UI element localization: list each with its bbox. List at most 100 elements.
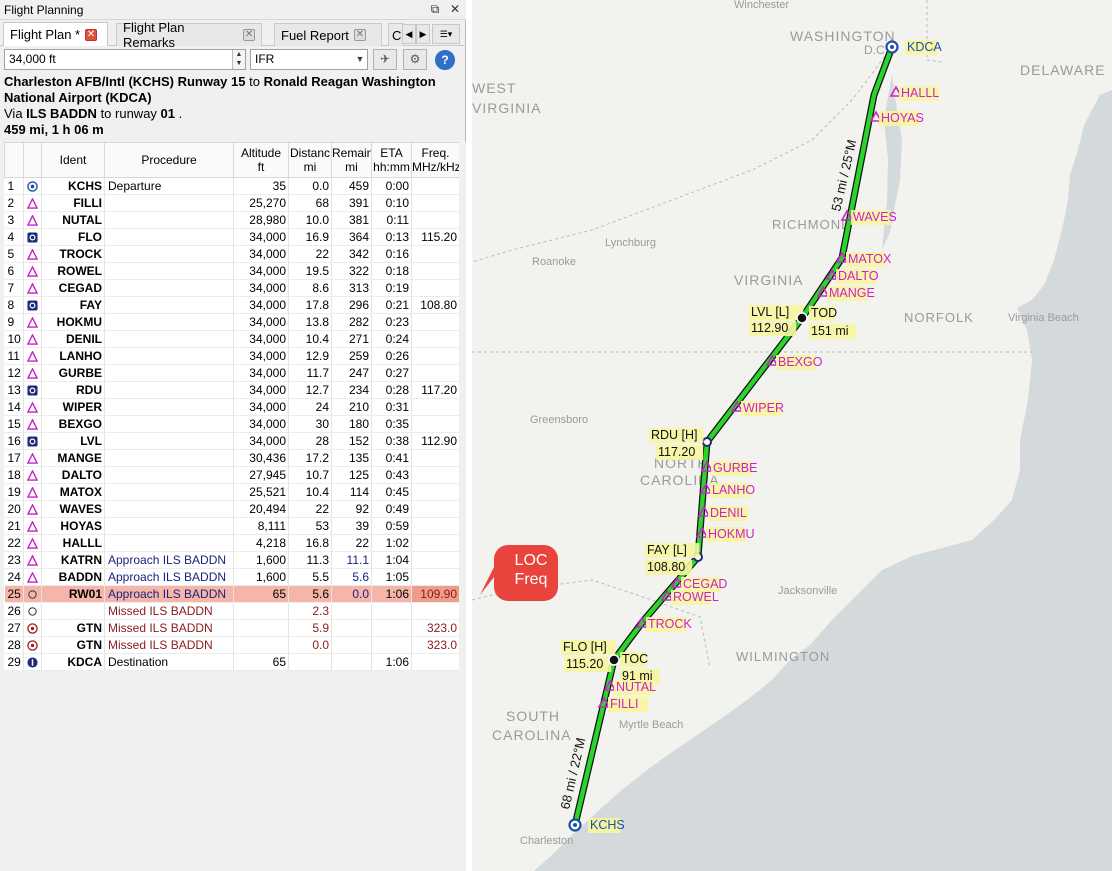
close-tab-icon[interactable]: ✕ xyxy=(85,28,98,41)
table-row[interactable]: 21 HOYAS 8,111 53 39 0:59 xyxy=(4,517,460,535)
table-row[interactable]: 8 FAY 34,000 17.8 296 0:21 108.80 xyxy=(4,296,460,314)
table-row[interactable]: 27 GTN Missed ILS BADDN 5.9 323.0 xyxy=(4,619,460,637)
waypoint-kdca[interactable]: KDCA xyxy=(885,40,943,55)
route-map[interactable]: Winchester WASHINGTON D.C. DELAWARE WEST… xyxy=(472,0,1112,871)
waypoint-lvl-freq[interactable]: 112.90 xyxy=(749,321,797,336)
table-row[interactable]: 12 GURBE 34,000 11.7 247 0:27 xyxy=(4,364,460,382)
float-window-icon[interactable]: ⧉ xyxy=(430,2,440,16)
distance-cell: 22 xyxy=(288,500,332,518)
flight-plan-table[interactable]: Ident Procedure Altitude ft Distanc mi Rem… xyxy=(4,142,460,671)
table-row[interactable]: 29 KDCA Destination 65 1:06 xyxy=(4,653,460,671)
waypoint-denil[interactable]: DENIL xyxy=(697,505,748,521)
waypoint-fay[interactable]: FAY [L] xyxy=(645,543,703,562)
col-remaining[interactable]: Remaininmi xyxy=(331,142,372,178)
flight-rules-select[interactable]: IFR ▼ xyxy=(250,49,368,70)
altitude-spinner[interactable]: ▲ ▼ xyxy=(232,50,245,69)
waypoint-waves[interactable]: WAVES xyxy=(840,209,897,225)
table-row[interactable]: 7 CEGAD 34,000 8.6 313 0:19 xyxy=(4,279,460,297)
table-row[interactable]: 5 TROCK 34,000 22 342 0:16 xyxy=(4,245,460,263)
table-row[interactable]: 26 Missed ILS BADDN 2.3 xyxy=(4,602,460,620)
table-row[interactable]: 20 WAVES 20,494 22 92 0:49 xyxy=(4,500,460,518)
waypoint-fay-freq[interactable]: 108.80 xyxy=(645,560,693,575)
waypoint-markers[interactable]: KDCA HALLL HOYAS WAVES MATOX DALTO MANGE LVL [L… xyxy=(561,40,942,833)
col-procedure[interactable]: Procedure xyxy=(104,142,234,178)
waypoint-rowel[interactable]: ROWEL xyxy=(660,589,719,605)
waypoint-flo-freq[interactable]: 115.20 xyxy=(564,657,612,672)
col-altitude[interactable]: Altitude ft xyxy=(233,142,289,178)
altitude-input[interactable]: 34,000 ft ▲ ▼ xyxy=(4,49,246,70)
tab-flight-plan-remarks[interactable]: Flight Plan Remarks ✕ xyxy=(116,20,262,50)
waypoint-tod[interactable]: TOD xyxy=(809,306,837,321)
table-row[interactable]: 18 DALTO 27,945 10.7 125 0:43 xyxy=(4,466,460,484)
waypoint-bexgo[interactable]: BEXGO xyxy=(765,354,823,370)
waypoint-tod-dist[interactable]: 151 mi xyxy=(809,324,857,339)
table-row[interactable]: 11 LANHO 34,000 12.9 259 0:26 xyxy=(4,347,460,365)
table-row[interactable]: 13 RDU 34,000 12.7 234 0:28 117.20 xyxy=(4,381,460,399)
waypoint-gurbe[interactable]: GURBE xyxy=(700,460,757,476)
waypoint-kchs[interactable]: KCHS xyxy=(568,818,625,833)
table-row[interactable]: 17 MANGE 30,436 17.2 135 0:41 xyxy=(4,449,460,467)
waypoint-lvl[interactable]: LVL [L] xyxy=(749,305,807,323)
table-row[interactable]: 9 HOKMU 34,000 13.8 282 0:23 xyxy=(4,313,460,331)
tod-marker-icon[interactable] xyxy=(796,312,808,324)
table-row[interactable]: 10 DENIL 34,000 10.4 271 0:24 xyxy=(4,330,460,348)
waypoint-nutal[interactable]: NUTAL xyxy=(603,679,656,695)
remaining-cell: 313 xyxy=(331,279,372,297)
waypoint-mange[interactable]: MANGE xyxy=(816,285,875,301)
eta-cell: 0:26 xyxy=(371,347,412,365)
waypoint-hoyas[interactable]: HOYAS xyxy=(869,110,924,126)
col-distance[interactable]: Distanc mi xyxy=(288,142,332,178)
waypoint-trock[interactable]: TROCK xyxy=(635,616,692,632)
tab-fuel-report[interactable]: Fuel Report ✕ xyxy=(274,23,382,46)
col-ident[interactable]: Ident xyxy=(41,142,105,178)
remaining-cell: 135 xyxy=(331,449,372,467)
close-tab-icon[interactable]: ✕ xyxy=(353,29,366,41)
table-row[interactable]: 16 LVL 34,000 28 152 0:38 112.90 xyxy=(4,432,460,450)
col-number[interactable] xyxy=(4,142,24,178)
tab-flight-plan[interactable]: Flight Plan * ✕ xyxy=(3,22,108,46)
label-background xyxy=(681,577,721,592)
table-row[interactable]: 4 FLO 34,000 16.9 364 0:13 115.20 xyxy=(4,228,460,246)
table-row[interactable]: 1 KCHS Departure 35 0.0 459 0:00 xyxy=(4,177,460,195)
close-tab-icon[interactable]: ✕ xyxy=(243,29,255,41)
waypoint-dalto[interactable]: DALTO xyxy=(825,268,879,284)
table-row[interactable]: 19 MATOX 25,521 10.4 114 0:45 xyxy=(4,483,460,501)
col-eta[interactable]: ETA hh:mm xyxy=(371,142,412,178)
edit-plane-button[interactable]: ✈ xyxy=(373,49,397,70)
waypoint-matox[interactable]: MATOX xyxy=(835,251,892,267)
waypoint-hokmu[interactable]: HOKMU xyxy=(695,526,755,542)
table-row[interactable]: 24 BADDN Approach ILS BADDN 1,600 5.5 5.6 1:05 xyxy=(4,568,460,586)
waypoint-rdu[interactable]: RDU [H] xyxy=(649,428,712,447)
table-row[interactable]: 15 BEXGO 34,000 30 180 0:35 xyxy=(4,415,460,433)
waypoint-lanho[interactable]: LANHO xyxy=(699,482,755,498)
waypoint-filli[interactable]: FILLI xyxy=(597,696,648,712)
tab-menu-icon[interactable]: ☰▾ xyxy=(432,24,460,44)
tab-scroll-left-icon[interactable]: ◀ xyxy=(402,24,416,44)
table-row[interactable]: 28 GTN Missed ILS BADDN 0.0 323.0 xyxy=(4,636,460,654)
row-icon xyxy=(23,551,42,569)
waypoint-rdu-freq[interactable]: 117.20 xyxy=(656,445,704,460)
table-row[interactable]: 25 RW01 Approach ILS BADDN 65 5.6 0.0 1:06 109.… xyxy=(4,585,460,603)
table-row[interactable]: 2 FILLI 25,270 68 391 0:10 xyxy=(4,194,460,212)
table-row[interactable]: 3 NUTAL 28,980 10.0 381 0:11 xyxy=(4,211,460,229)
map-view[interactable]: Winchester WASHINGTON D.C. DELAWARE WEST… xyxy=(472,0,1112,871)
row-icon xyxy=(23,364,42,382)
col-frequency[interactable]: Freq.MHz/kHz/C xyxy=(411,142,460,178)
panel-splitter[interactable] xyxy=(459,142,466,871)
toc-marker-icon[interactable] xyxy=(608,654,620,666)
close-window-icon[interactable]: ✕ xyxy=(449,2,461,16)
table-row[interactable]: 6 ROWEL 34,000 19.5 322 0:18 xyxy=(4,262,460,280)
col-icon[interactable] xyxy=(23,142,42,178)
waypoint-cegad[interactable]: CEGAD xyxy=(670,576,727,592)
table-row[interactable]: 14 WIPER 34,000 24 210 0:31 xyxy=(4,398,460,416)
tab-scroll-right-icon[interactable]: ▶ xyxy=(416,24,430,44)
waypoint-toc[interactable]: TOC xyxy=(620,652,648,667)
table-row[interactable]: 23 KATRN Approach ILS BADDN 1,600 11.3 11.1 1:… xyxy=(4,551,460,569)
help-button[interactable]: ? xyxy=(435,50,455,70)
waypoint-halll[interactable]: HALLL xyxy=(889,85,939,101)
waypoint-label: FILLI xyxy=(610,697,639,711)
settings-button[interactable]: ⚙ xyxy=(403,49,427,70)
waypoint-wiper[interactable]: WIPER xyxy=(730,400,784,416)
procedure-cell xyxy=(104,347,234,365)
table-row[interactable]: 22 HALLL 4,218 16.8 22 1:02 xyxy=(4,534,460,552)
